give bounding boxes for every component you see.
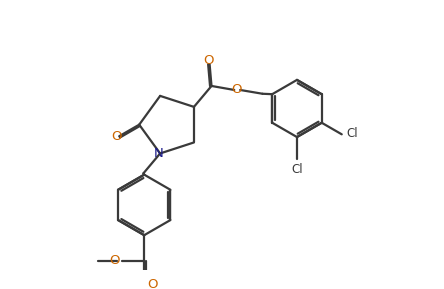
Text: O: O bbox=[203, 54, 214, 67]
Text: O: O bbox=[231, 83, 242, 96]
Text: O: O bbox=[111, 130, 122, 143]
Text: O: O bbox=[147, 278, 158, 289]
Text: Cl: Cl bbox=[291, 163, 303, 176]
Text: Cl: Cl bbox=[347, 127, 358, 140]
Text: N: N bbox=[154, 147, 164, 160]
Text: O: O bbox=[109, 254, 120, 267]
